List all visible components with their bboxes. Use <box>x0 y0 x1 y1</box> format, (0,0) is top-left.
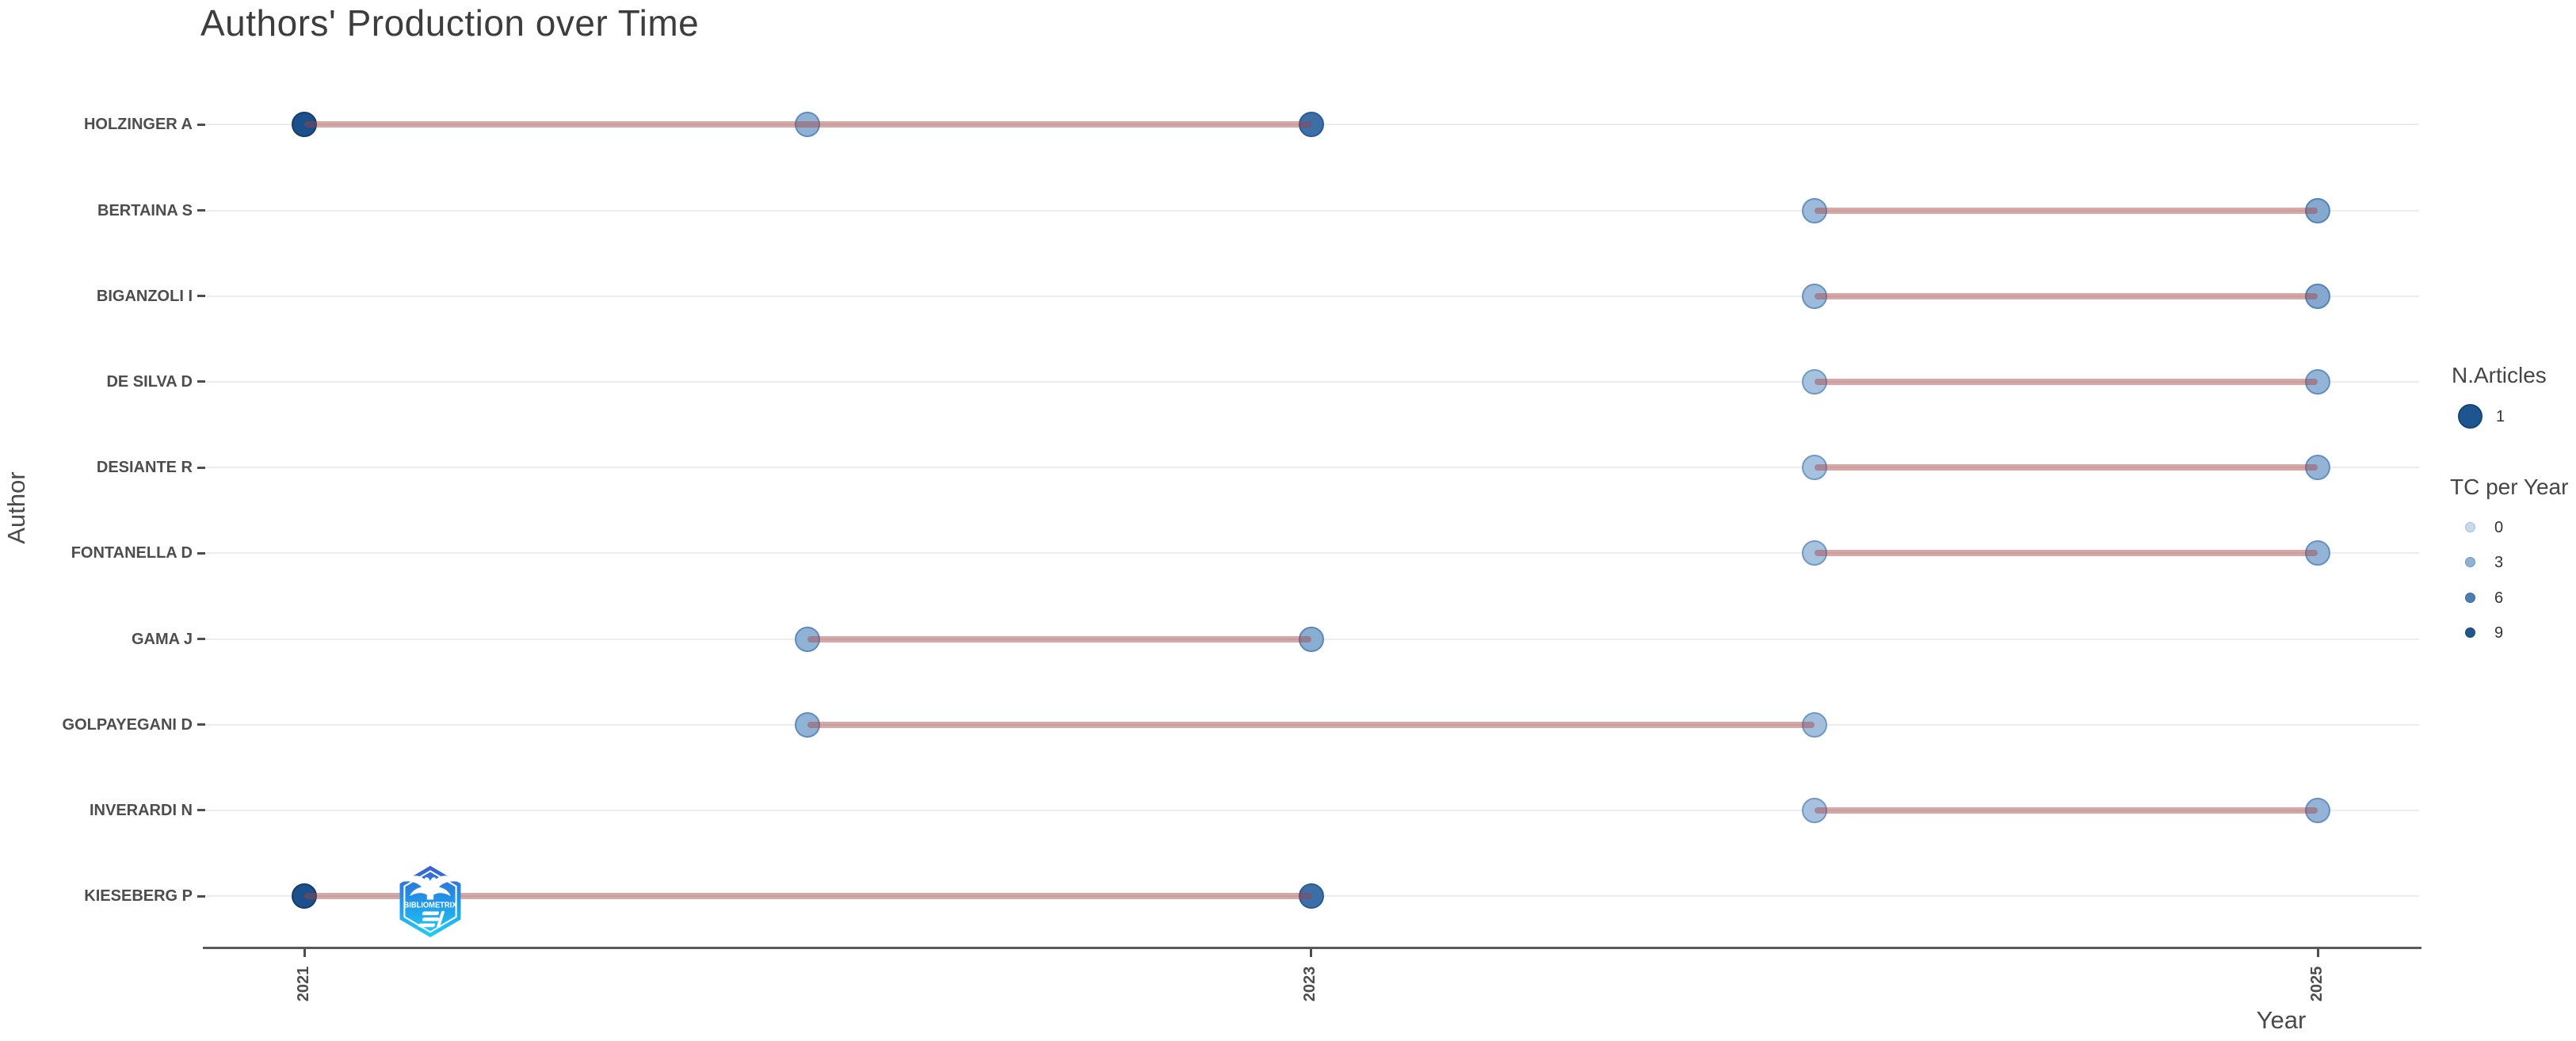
row-gridline <box>205 295 2419 297</box>
data-point <box>2305 540 2330 566</box>
legend-color-label: 9 <box>2494 623 2504 642</box>
legend-color-dot <box>2465 522 2475 532</box>
data-point <box>1801 540 1827 566</box>
hexagon-inner-ring <box>403 870 457 933</box>
data-point <box>795 626 821 652</box>
author-tick-label: BIGANZOLI I <box>96 287 193 305</box>
legend-color-title: TC per Year <box>2450 475 2569 499</box>
data-point <box>1801 455 1827 481</box>
data-point <box>1298 112 1324 138</box>
x-tick-label: 2023 <box>1301 966 1319 1002</box>
y-axis-tick <box>197 380 205 383</box>
data-point <box>292 883 317 909</box>
production-span-line <box>1814 207 2318 214</box>
data-point <box>795 112 821 138</box>
row-gridline <box>205 467 2419 469</box>
y-axis-tick <box>197 466 205 469</box>
y-axis-tick <box>197 295 205 298</box>
production-span-line <box>304 893 1311 900</box>
data-point <box>1801 797 1827 823</box>
x-axis-title: Year <box>2256 1006 2307 1034</box>
legend-size-title: N.Articles <box>2452 363 2547 387</box>
production-span-line <box>1814 550 2318 557</box>
legend-color-dot <box>2465 627 2475 638</box>
production-span-line <box>304 121 1311 128</box>
x-axis-line <box>203 947 2421 949</box>
data-point <box>1801 197 1827 223</box>
row-gridline <box>205 209 2419 212</box>
y-axis-tick <box>197 894 205 898</box>
y-axis-tick <box>197 723 205 726</box>
watermark-text: BIBLIOMETRIX <box>404 902 457 910</box>
author-tick-label: DESIANTE R <box>96 459 193 477</box>
y-axis-tick <box>197 809 205 812</box>
data-point <box>2305 368 2330 395</box>
author-tick-label: DE SILVA D <box>106 372 193 391</box>
chart-title: Authors' Production over Time <box>200 2 700 44</box>
data-point <box>1801 368 1827 395</box>
x-tick-label: 2025 <box>2307 966 2326 1002</box>
production-span-line <box>807 721 1815 728</box>
legend-color-dot <box>2465 592 2475 603</box>
legend-color-label: 6 <box>2494 589 2504 607</box>
x-axis-tick <box>2316 949 2319 957</box>
production-span-line <box>1814 464 2318 471</box>
row-gridline <box>205 552 2419 555</box>
author-tick-label: GAMA J <box>131 630 193 648</box>
data-point <box>2305 197 2330 223</box>
x-axis-tick <box>1310 949 1312 957</box>
y-axis-tick <box>197 551 205 555</box>
legend-color-label: 0 <box>2494 519 2504 536</box>
production-span-line <box>807 635 1311 643</box>
y-axis-tick <box>197 638 205 640</box>
eagle-icon <box>403 875 458 900</box>
data-point <box>292 112 317 138</box>
production-span-line <box>1814 292 2318 299</box>
production-span-line <box>1814 378 2318 385</box>
x-axis-tick <box>303 949 306 957</box>
data-point <box>1298 883 1324 909</box>
author-tick-label: KIESEBERG P <box>84 887 193 906</box>
production-span-line <box>1814 806 2318 814</box>
data-point <box>2305 283 2330 309</box>
legend-size-dot <box>2458 404 2483 429</box>
data-point <box>795 711 821 738</box>
author-tick-label: GOLPAYEGANI D <box>62 715 193 734</box>
row-gridline <box>205 723 2419 726</box>
x-tick-label: 2021 <box>294 966 312 1002</box>
data-point <box>1801 711 1827 738</box>
author-tick-label: FONTANELLA D <box>71 544 193 562</box>
author-tick-label: BERTAINA S <box>97 201 193 219</box>
data-point <box>2305 455 2330 481</box>
lighthouse-stripes-icon <box>418 910 445 928</box>
data-point <box>1801 283 1827 309</box>
data-point <box>2305 797 2330 823</box>
legend-color-label: 3 <box>2494 554 2504 572</box>
hexagon-badge <box>399 865 461 938</box>
author-tick-label: HOLZINGER A <box>83 116 193 134</box>
row-gridline <box>205 809 2419 811</box>
legend-color-dot <box>2465 557 2475 568</box>
data-point <box>1298 626 1324 652</box>
y-axis-tick <box>197 123 205 126</box>
legend-size-label: 1 <box>2496 408 2505 425</box>
row-gridline <box>205 380 2419 383</box>
y-axis-tick <box>197 209 205 212</box>
author-tick-label: INVERARDI N <box>89 801 193 819</box>
bibliometrix-logo-watermark: BIBLIOMETRIX <box>399 865 461 938</box>
